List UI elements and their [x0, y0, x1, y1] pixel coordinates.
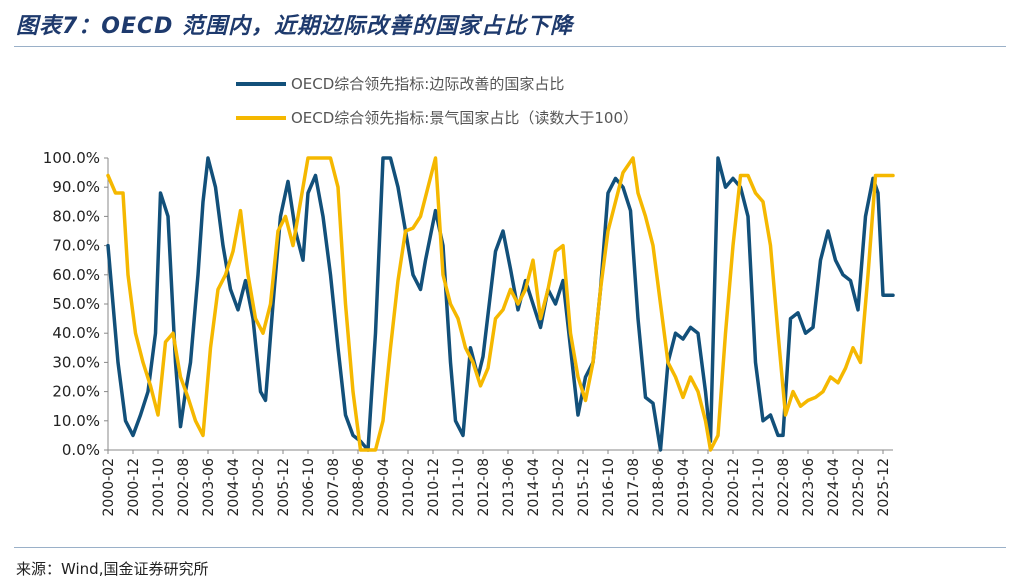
x-tick-label: 2012-08: [476, 458, 492, 517]
x-tick-label: 2023-06: [801, 458, 817, 517]
y-tick-label: 60.0%: [52, 266, 100, 284]
y-tick-label: 70.0%: [52, 237, 100, 255]
x-tick-label: 2005-12: [276, 458, 292, 517]
x-tick-label: 2022-08: [776, 458, 792, 517]
x-tick-label: 2000-12: [126, 458, 142, 517]
x-tick-label: 2005-02: [251, 458, 267, 517]
x-tick-label: 2017-08: [626, 458, 642, 517]
x-tick-label: 2003-06: [201, 458, 217, 517]
x-tick-label: 2020-02: [701, 458, 717, 517]
x-tick-label: 2011-10: [451, 458, 467, 517]
x-tick-label: 2025-02: [851, 458, 867, 517]
x-tick-label: 2001-10: [151, 458, 167, 517]
y-tick-label: 0.0%: [62, 441, 100, 459]
source-note: 来源：Wind,国金证券研究所: [16, 560, 209, 578]
series-group: [106, 156, 895, 452]
y-tick-label: 40.0%: [52, 324, 100, 342]
x-axis: 2000-02 2000-12 2001-10 2002-08 2003-06 2004-…: [101, 449, 893, 517]
x-tick-label: 2019-04: [676, 458, 692, 517]
x-tick-label: 2015-12: [576, 458, 592, 517]
x-tick-label: 2007-08: [326, 458, 342, 517]
y-tick-label: 50.0%: [52, 295, 100, 313]
x-tick-label: 2013-06: [501, 458, 517, 517]
legend: OECD综合领先指标:边际改善的国家占比 OECD综合领先指标:景气国家占比（读数…: [236, 75, 638, 127]
x-tick-label: 2016-10: [601, 458, 617, 517]
legend-label-2: OECD综合领先指标:景气国家占比（读数大于100）: [291, 109, 638, 127]
x-tick-label: 2010-02: [401, 458, 417, 517]
x-tick-label: 2021-10: [751, 458, 767, 517]
x-tick-label: 2010-12: [426, 458, 442, 517]
y-tick-label: 10.0%: [52, 412, 100, 430]
x-tick-label: 2015-02: [551, 458, 567, 517]
y-tick-label: 90.0%: [52, 178, 100, 196]
y-tick-label: 80.0%: [52, 207, 100, 225]
x-tick-label: 2006-10: [301, 458, 317, 517]
x-tick-label: 2002-08: [176, 458, 192, 517]
y-tick-label: 100.0%: [43, 149, 100, 167]
legend-label-1: OECD综合领先指标:边际改善的国家占比: [291, 75, 564, 93]
x-tick-label: 2020-12: [726, 458, 742, 517]
x-tick-label: 2008-06: [351, 458, 367, 517]
x-tick-label: 2000-02: [101, 458, 117, 517]
x-tick-label: 2014-04: [526, 458, 542, 517]
series-line-1: [106, 156, 895, 452]
y-tick-label: 20.0%: [52, 383, 100, 401]
x-tick-label: 2009-04: [376, 458, 392, 517]
x-tick-label: 2018-06: [651, 458, 667, 517]
x-tick-label: 2024-04: [826, 458, 842, 517]
y-axis: 0.0% 10.0% 20.0% 30.0% 40.0% 50.0% 60.0% 70.0% 8…: [43, 149, 109, 459]
bottom-divider: [14, 547, 1006, 548]
line-chart: OECD综合领先指标:边际改善的国家占比 OECD综合领先指标:景气国家占比（读数…: [43, 75, 895, 517]
chart-title: 图表7：OECD 范围内，近期边际改善的国家占比下降: [16, 14, 574, 39]
x-tick-label: 2025-12: [876, 458, 892, 517]
series-line-2: [106, 156, 895, 452]
y-tick-label: 30.0%: [52, 353, 100, 371]
x-tick-label: 2004-04: [226, 458, 242, 517]
top-divider: [14, 46, 1006, 47]
